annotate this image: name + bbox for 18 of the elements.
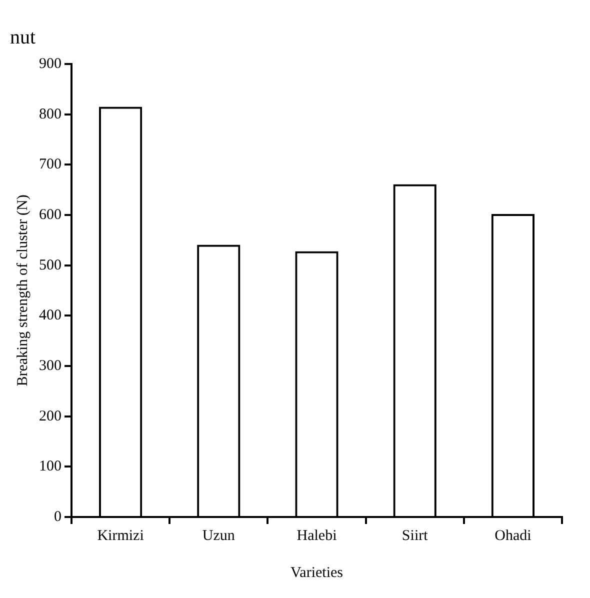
y-tick-label: 700 — [39, 156, 62, 173]
y-tick-label: 900 — [39, 56, 62, 72]
chart-title: nut — [10, 26, 36, 48]
x-tick-label: Siirt — [402, 528, 429, 544]
y-tick-label: 600 — [39, 206, 62, 223]
y-axis-title: Breaking strength of cluster (N) — [14, 194, 31, 386]
x-tick-label: Halebi — [296, 528, 337, 544]
y-tick-label: 400 — [39, 308, 62, 324]
x-tick-label: Uzun — [202, 528, 236, 544]
y-tick-label: 800 — [39, 106, 62, 122]
y-tick-label: 100 — [39, 458, 62, 475]
y-tick-label: 200 — [39, 408, 62, 424]
x-tick-label: Ohadi — [494, 528, 532, 544]
x-tick-label: Kirmizi — [97, 528, 144, 544]
x-axis-title: Varieties — [290, 564, 344, 581]
y-tick-label: 300 — [39, 358, 62, 374]
y-tick-label: 0 — [54, 508, 62, 525]
y-tick-label: 500 — [39, 257, 62, 274]
